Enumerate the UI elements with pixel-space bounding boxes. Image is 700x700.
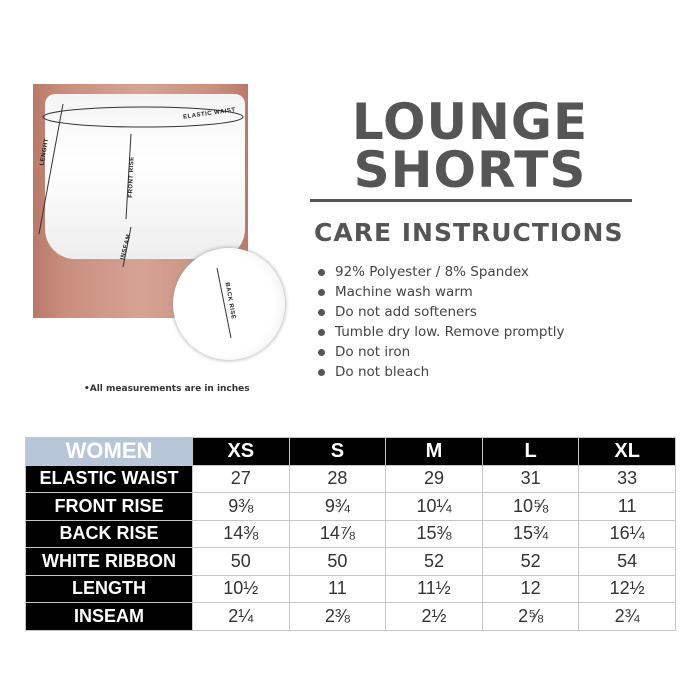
size-header-s: S [288, 437, 387, 466]
care-item-text: 92% Polyester / 8% Spandex [335, 264, 529, 280]
row-label: LENGTH [25, 574, 193, 603]
table-row: LENGTH 10½ 11 11½ 12 12½ [25, 574, 676, 603]
table-cell: 10¼ [385, 492, 483, 521]
row-label: WHITE RIBBON [25, 547, 193, 576]
table-cell: 54 [578, 547, 676, 576]
care-item-text: Machine wash warm [335, 284, 473, 300]
table-cell: 29 [385, 464, 483, 493]
care-item: Machine wash warm [318, 282, 565, 302]
table-cell: 15⅜ [385, 519, 483, 548]
table-cell: 14⅞ [288, 519, 387, 548]
table-row: INSEAM 2¼ 2⅜ 2½ 2⅝ 2¾ [25, 602, 676, 631]
measurement-lines [38, 103, 244, 268]
table-cell: 52 [481, 547, 580, 576]
care-heading: CARE INSTRUCTIONS [314, 218, 624, 247]
care-item-text: Do not iron [335, 344, 411, 360]
divider [310, 199, 632, 202]
care-list: 92% Polyester / 8% Spandex Machine wash … [318, 262, 565, 382]
corner-cell: WOMEN [25, 437, 193, 466]
care-item: 92% Polyester / 8% Spandex [318, 262, 565, 282]
size-header-row: WOMEN XS S M L XL [25, 437, 676, 466]
measurement-note: •All measurements are in inches [84, 384, 250, 394]
care-item: Do not bleach [318, 362, 565, 382]
table-cell: 14⅜ [192, 519, 290, 548]
table-row: FRONT RISE 9⅜ 9¾ 10¼ 10⅝ 11 [25, 492, 676, 521]
size-header-xl: XL [578, 437, 676, 466]
bullet-icon [318, 368, 325, 376]
table-cell: 2⅝ [481, 602, 580, 631]
row-label: ELASTIC WAIST [25, 464, 193, 493]
table-cell: 2½ [385, 602, 483, 631]
care-item: Do not iron [318, 342, 565, 362]
row-label: BACK RISE [25, 519, 193, 548]
table-cell: 2⅜ [288, 602, 387, 631]
table-cell: 12½ [578, 574, 676, 603]
row-label: INSEAM [25, 602, 193, 631]
title-line2: SHORTS [353, 141, 587, 199]
care-item-text: Tumble dry low. Remove promptly [335, 324, 565, 340]
table-cell: 15¾ [481, 519, 580, 548]
table-cell: 33 [578, 464, 676, 493]
table-cell: 11½ [385, 574, 483, 603]
table-cell: 16¼ [578, 519, 676, 548]
table-row: WHITE RIBBON 50 50 52 52 54 [25, 547, 676, 576]
row-label: FRONT RISE [25, 492, 193, 521]
table-cell: 2¼ [192, 602, 290, 631]
table-cell: 9¾ [288, 492, 387, 521]
care-item: Tumble dry low. Remove promptly [318, 322, 565, 342]
table-cell: 11 [578, 492, 676, 521]
table-cell: 50 [192, 547, 290, 576]
table-cell: 2¾ [578, 602, 676, 631]
bullet-icon [318, 268, 325, 276]
title-line1: LOUNGE [351, 93, 589, 151]
bullet-icon [318, 348, 325, 356]
care-item: Do not add softeners [318, 302, 565, 322]
bullet-icon [318, 288, 325, 296]
bullet-icon [318, 328, 325, 336]
bullet-icon [318, 308, 325, 316]
table-cell: 28 [288, 464, 387, 493]
table-cell: 50 [288, 547, 387, 576]
care-item-text: Do not add softeners [335, 304, 477, 320]
table-cell: 9⅜ [192, 492, 290, 521]
size-header-m: M [385, 437, 483, 466]
size-table: WOMEN XS S M L XL ELASTIC WAIST 27 28 29 31 33 FRO… [25, 437, 676, 631]
back-rise-inset: BACK RISE [173, 248, 285, 360]
shorts-image [45, 94, 245, 259]
table-cell: 10⅝ [481, 492, 580, 521]
table-cell: 31 [481, 464, 580, 493]
size-header-l: L [481, 437, 580, 466]
table-row: ELASTIC WAIST 27 28 29 31 33 [25, 464, 676, 493]
table-cell: 10½ [192, 574, 290, 603]
size-header-xs: XS [192, 437, 290, 466]
table-cell: 27 [192, 464, 290, 493]
care-item-text: Do not bleach [335, 364, 430, 380]
table-cell: 11 [288, 574, 387, 603]
table-row: BACK RISE 14⅜ 14⅞ 15⅜ 15¾ 16¼ [25, 519, 676, 548]
table-cell: 52 [385, 547, 483, 576]
product-photo: ELASTIC WAIST LENGHT FRONT RISE INSEAM [33, 84, 248, 318]
table-cell: 12 [481, 574, 580, 603]
back-rise-line [216, 267, 232, 339]
